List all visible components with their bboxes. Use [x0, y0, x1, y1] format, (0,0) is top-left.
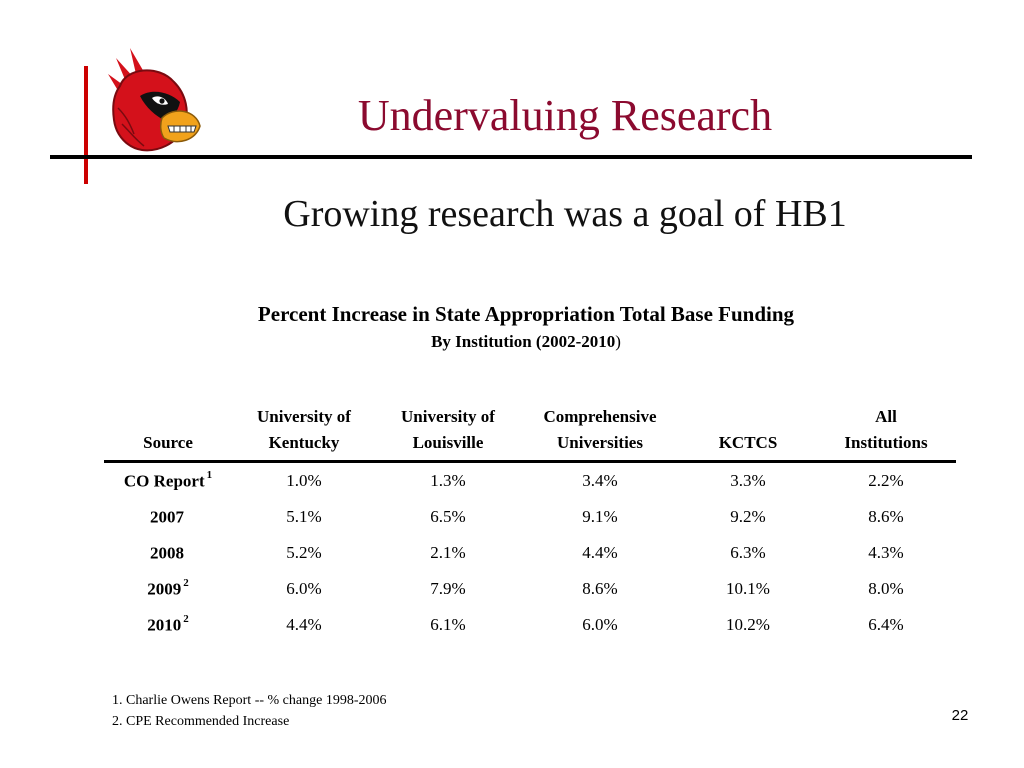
cell-kctcs: 3.3% — [730, 471, 766, 490]
table-subtitle-close: ) — [615, 332, 621, 351]
cell-all: 2.2% — [868, 471, 904, 490]
table-row: 2010 2 4.4% 6.1% 6.0% 10.2% 6.4% — [104, 607, 956, 643]
table-row: 2008 5.2% 2.1% 4.4% 6.3% 4.3% — [104, 535, 956, 571]
cell-source: CO Report 1 — [123, 468, 213, 491]
cell-ul: 7.9% — [430, 579, 466, 598]
table-header-row: Source University of Kentucky University … — [104, 404, 956, 463]
cell-all: 4.3% — [868, 543, 904, 562]
accent-vertical-bar — [84, 66, 88, 184]
cell-comprehensive: 8.6% — [582, 579, 618, 598]
table-subtitle: By Institution (2002-2010) — [150, 332, 902, 352]
table-subtitle-text: By Institution (2002-2010 — [431, 332, 616, 351]
cell-kctcs: 9.2% — [730, 507, 766, 526]
funding-table: Source University of Kentucky University … — [104, 404, 956, 643]
cell-kctcs: 10.2% — [726, 615, 770, 634]
header-ul: University of Louisville — [376, 404, 520, 463]
cell-source: 2010 2 — [147, 612, 189, 635]
header-source: Source — [104, 404, 232, 463]
cell-comprehensive: 3.4% — [582, 471, 618, 490]
footnote-ref: 1 — [206, 468, 213, 481]
cardinal-logo-icon — [100, 42, 204, 158]
footnote-1: 1. Charlie Owens Report -- % change 1998… — [112, 693, 387, 708]
footnote-ref: 2 — [183, 576, 189, 589]
cell-source: 2009 2 — [147, 576, 189, 599]
cell-source: 2008 — [150, 543, 184, 563]
table-row: CO Report 1 1.0% 1.3% 3.4% 3.3% 2.2% — [104, 462, 956, 500]
cell-uk: 4.4% — [286, 615, 322, 634]
table-row: 2007 5.1% 6.5% 9.1% 9.2% 8.6% — [104, 499, 956, 535]
cell-source: 2007 — [150, 507, 184, 527]
table-title: Percent Increase in State Appropriation … — [257, 302, 795, 326]
cell-ul: 2.1% — [430, 543, 466, 562]
cell-ul: 6.5% — [430, 507, 466, 526]
footnotes: 1. Charlie Owens Report -- % change 1998… — [112, 690, 386, 732]
cell-all: 8.0% — [868, 579, 904, 598]
footnote-ref: 2 — [183, 612, 189, 625]
header-kctcs: KCTCS — [680, 404, 816, 463]
cell-ul: 1.3% — [430, 471, 466, 490]
cell-uk: 5.1% — [286, 507, 322, 526]
cell-uk: 1.0% — [286, 471, 322, 490]
cell-uk: 6.0% — [286, 579, 322, 598]
footnote-2: 2. CPE Recommended Increase — [112, 714, 290, 729]
cell-comprehensive: 6.0% — [582, 615, 618, 634]
slide-subtitle: Growing research was a goal of HB1 — [283, 193, 847, 235]
page-number: 22 — [951, 707, 969, 724]
cell-uk: 5.2% — [286, 543, 322, 562]
cell-comprehensive: 9.1% — [582, 507, 618, 526]
cell-all: 6.4% — [868, 615, 904, 634]
header-comprehensive: Comprehensive Universities — [520, 404, 680, 463]
header-uk: University of Kentucky — [232, 404, 376, 463]
slide-title: Undervaluing Research — [357, 91, 773, 140]
table-row: 2009 2 6.0% 7.9% 8.6% 10.1% 8.0% — [104, 571, 956, 607]
cell-kctcs: 10.1% — [726, 579, 770, 598]
cell-comprehensive: 4.4% — [582, 543, 618, 562]
title-underline-bar — [50, 155, 972, 159]
cell-kctcs: 6.3% — [730, 543, 766, 562]
cell-ul: 6.1% — [430, 615, 466, 634]
header-all: All Institutions — [816, 404, 956, 463]
cell-all: 8.6% — [868, 507, 904, 526]
